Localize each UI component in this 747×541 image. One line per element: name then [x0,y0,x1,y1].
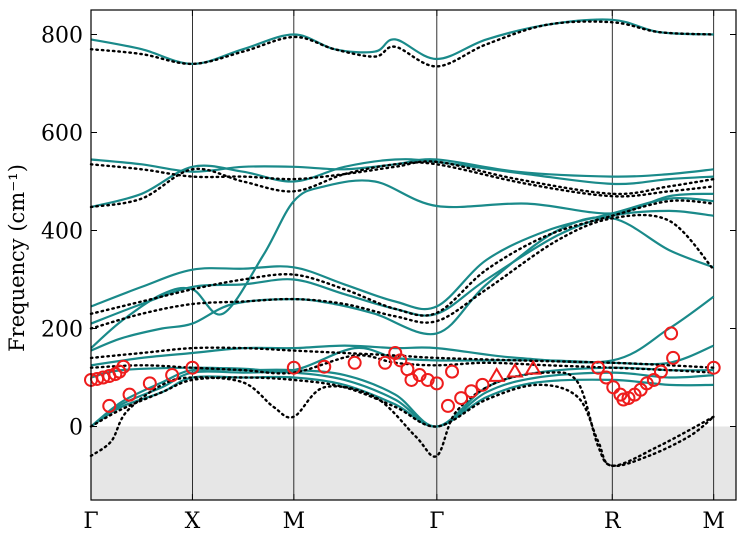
circle-marker [393,353,408,368]
solid-band-9 [90,366,714,428]
circle-marker [286,360,301,375]
circle-marker [445,364,460,379]
x-tick-label: Γ [429,509,444,534]
circle-marker [706,360,721,375]
y-tick-label: 200 [41,318,83,343]
circle-marker [454,391,469,406]
solid-band-1 [90,158,714,178]
x-tick-label: Γ [83,509,98,534]
y-tick-label: 600 [41,122,83,147]
solid-band-6 [90,216,715,352]
triangle-marker [506,362,524,378]
circle-marker [666,350,681,365]
dotted-band-3 [89,199,715,317]
y-axis: 0 200 400 600 800 [41,24,736,441]
solid-band-3 [90,179,714,349]
solid-band-4 [90,196,714,311]
circle-marker [664,326,679,341]
negative-frequency-region [91,426,736,500]
y-tick-label: 0 [69,416,83,441]
x-tick-label: M [702,509,725,534]
circle-marker [122,387,137,402]
y-tick-label: 800 [41,24,83,49]
circle-marker [96,370,111,385]
dotted-band-1 [89,160,715,196]
circle-marker [185,360,200,375]
circle-marker [440,398,455,413]
circle-marker [653,364,668,379]
circle-marker [116,359,131,374]
dotted-band-8 [89,376,715,467]
plot-frame [90,9,737,501]
dotted-band-4 [89,213,715,330]
circle-marker [142,376,157,391]
x-tick-label: R [604,509,622,534]
y-axis-label: Frequency (cm⁻¹) [5,164,29,352]
circle-marker [639,376,654,391]
circle-marker [420,372,435,387]
circle-marker [102,398,117,413]
circle-marker [347,355,362,370]
circle-marker [317,359,332,374]
high-symmetry-lines [192,10,715,500]
x-tick-label: X [185,509,201,534]
circle-marker [464,384,479,399]
circle-marker [429,376,444,391]
dotted-band-5 [89,346,715,369]
circle-marker [475,377,490,392]
triangle-marker [487,367,506,382]
dotted-band-0 [89,20,715,68]
x-tick-label: M [283,509,306,534]
circle-marker [378,355,393,370]
circle-marker [606,380,621,395]
triangle-marker [524,359,542,375]
solid-band-5 [90,209,714,325]
circle-marker [591,360,606,375]
y-tick-label: 400 [41,220,83,245]
solid-band-0 [90,18,714,66]
dotted-band-2 [89,161,715,209]
circle-marker [165,368,180,383]
solid-band-7 [90,295,715,367]
circle-marker [599,370,614,385]
dotted-band-7 [89,371,715,468]
solid-band-2 [90,158,714,209]
circle-marker [646,372,661,387]
